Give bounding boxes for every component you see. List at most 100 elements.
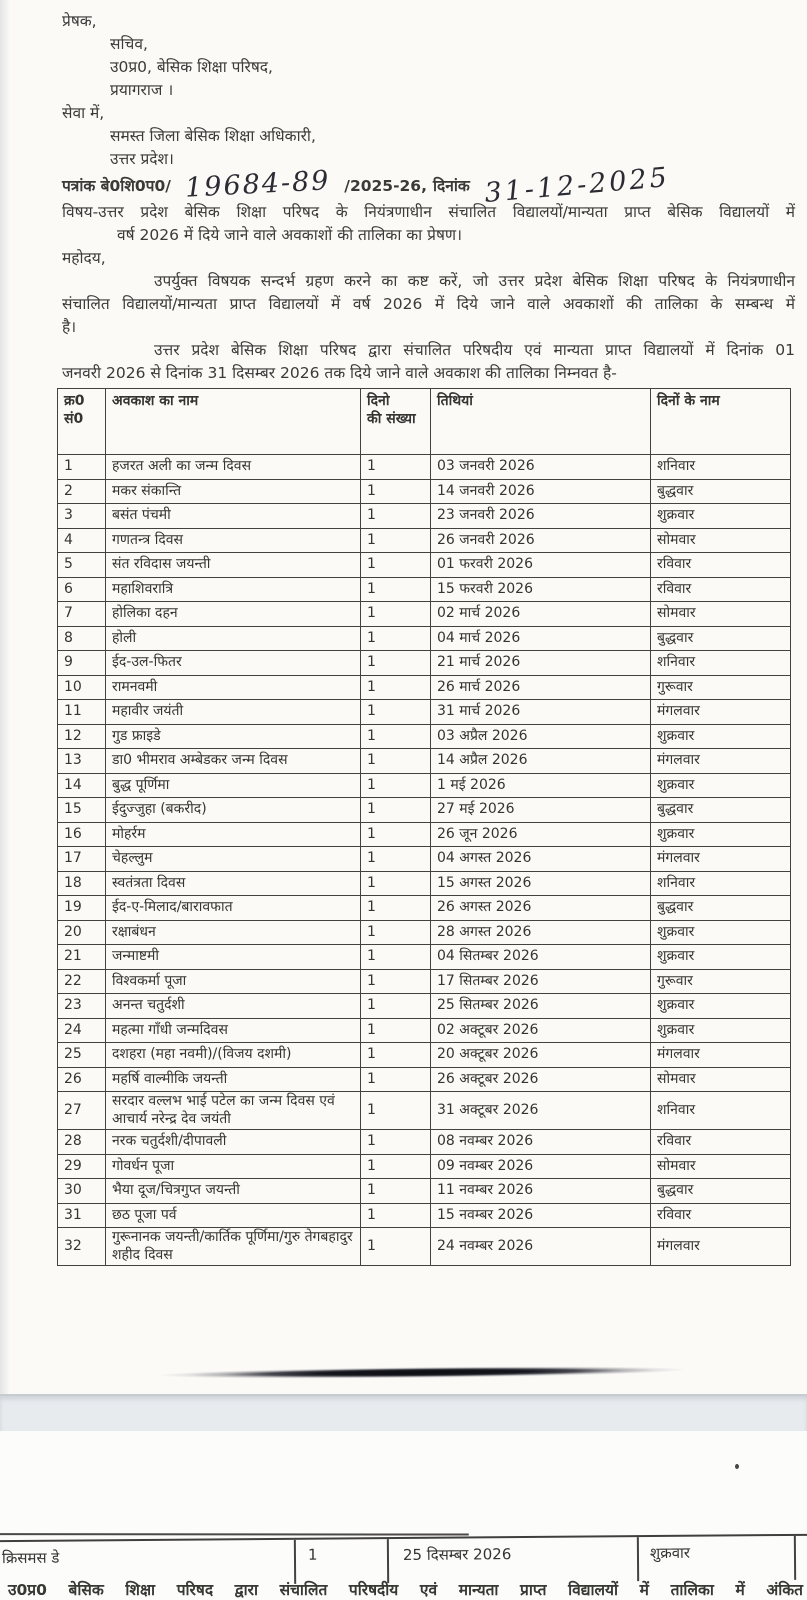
table-row: 8 होली 1 04 मार्च 2026 बुद्धवार xyxy=(57,625,791,651)
cell-date: 09 नवम्बर 2026 xyxy=(430,1153,651,1179)
cell-holiday-name: स्वतंत्रता दिवस xyxy=(105,870,361,896)
cell-date: 25 सितम्बर 2026 xyxy=(430,993,651,1019)
cell-days-count: 1 xyxy=(360,454,431,480)
table-row: 31 छठ पूजा पर्व 1 15 नवम्बर 2026 रविवार xyxy=(57,1202,791,1228)
subject-line-1: विषय-उत्तर प्रदेश बेसिक शिक्षा परिषद के … xyxy=(62,203,795,221)
cell-holiday-name: छठ पूजा पर्व xyxy=(105,1202,361,1228)
cell-holiday-name: महर्षि वाल्मीकि जयन्ती xyxy=(105,1066,361,1092)
cell-serial: 18 xyxy=(57,870,106,896)
cell-days-count: 1 xyxy=(360,1178,431,1204)
cell-day-name: मंगलवार xyxy=(650,1042,791,1068)
cell-day-name: रविवार xyxy=(650,576,791,602)
cell-holiday-name: महत्मा गाँधी जन्मदिवस xyxy=(105,1017,361,1043)
para2-line-1: उत्तर प्रदेश बेसिक शिक्षा परिषद द्वारा स… xyxy=(154,341,795,359)
cell-days-count: 1 xyxy=(360,968,431,994)
cell-day-name: सोमवार xyxy=(650,527,791,553)
cell-holiday-name: रक्षाबंधन xyxy=(105,919,361,945)
cell-day-name: सोमवार xyxy=(650,601,791,627)
ref-middle: /2025-26, xyxy=(344,177,427,195)
cell-holiday-name: महाशिवरात्रि xyxy=(105,576,361,602)
cell-serial: 4 xyxy=(57,527,106,553)
table-row: 16 मोहर्रम 1 26 जून 2026 शुक्रवार xyxy=(57,821,791,847)
column-divider xyxy=(636,1537,639,1582)
cell-serial: 20 xyxy=(57,919,106,945)
cell-serial: 16 xyxy=(57,821,106,847)
cell-day-name: मंगलवार xyxy=(650,748,791,774)
table-row: 21 जन्माष्टमी 1 04 सितम्बर 2026 शुक्रवार xyxy=(57,944,791,970)
cell-serial: 25 xyxy=(57,1042,106,1068)
cell-days-count: 1 xyxy=(360,1066,431,1092)
table-row: 11 महावीर जयंती 1 31 मार्च 2026 मंगलवार xyxy=(57,699,791,725)
table-row: 30 भैया दूज/चित्रगुप्त जयन्ती 1 11 नवम्ब… xyxy=(57,1178,791,1204)
table-row: 19 ईद-ए-मिलाद/बारावफात 1 26 अगस्त 2026 ब… xyxy=(57,895,791,921)
ref-prefix: पत्रांक बे0शि0प0/ xyxy=(62,177,171,195)
table-row: 17 चेहल्लुम 1 04 अगस्त 2026 मंगलवार xyxy=(57,846,791,872)
cell-days-count: 1 xyxy=(360,1042,431,1068)
cell-date: 31 अक्टूबर 2026 xyxy=(430,1091,651,1130)
cell-day-name: रविवार xyxy=(650,552,791,578)
cell-day-name: शुक्रवार xyxy=(649,1543,691,1563)
cell-holiday-name: होलिका दहन xyxy=(105,601,361,627)
cell-day-name: मंगलवार xyxy=(650,699,791,725)
cell-serial: 12 xyxy=(57,723,106,749)
table-row: 32 गुरूनानक जयन्ती/कार्तिक पूर्णिमा/गुरु… xyxy=(57,1227,791,1266)
cell-holiday-name: बुद्ध पूर्णिमा xyxy=(105,772,361,798)
table-row: 27 सरदार वल्लभ भाई पटेल का जन्म दिवस एवं… xyxy=(57,1091,791,1130)
cell-date: 03 अप्रैल 2026 xyxy=(430,723,651,749)
cell-days-count: 1 xyxy=(360,1153,431,1179)
holiday-table: क्र0 सं0 अवकाश का नाम दिनो की संख्या तिथ… xyxy=(57,388,791,1266)
cell-holiday-name: नरक चतुर्दशी/दीपावली xyxy=(105,1129,361,1155)
to-label: सेवा में, xyxy=(62,104,105,122)
cell-date: 23 जनवरी 2026 xyxy=(430,503,651,529)
cell-day-name: शुक्रवार xyxy=(650,1017,791,1043)
cell-date: 26 जनवरी 2026 xyxy=(430,527,651,553)
header-dates: तिथियां xyxy=(430,388,651,455)
cell-day-name: रविवार xyxy=(650,1129,791,1155)
cell-date: 28 अगस्त 2026 xyxy=(430,919,651,945)
sender-line-2: उ0प्र0, बेसिक शिक्षा परिषद, xyxy=(110,58,273,76)
cell-holiday-name: गुरूनानक जयन्ती/कार्तिक पूर्णिमा/गुरु ते… xyxy=(105,1227,361,1266)
cell-days-count: 1 xyxy=(360,821,431,847)
cell-serial: 9 xyxy=(57,650,106,676)
ref-date-label: दिनांक xyxy=(432,177,470,195)
cell-day-name: बुद्धवार xyxy=(650,797,791,823)
table-row: 12 गुड फ्राइडे 1 03 अप्रैल 2026 शुक्रवार xyxy=(57,723,791,749)
cell-date: 24 नवम्बर 2026 xyxy=(430,1227,651,1266)
cell-serial: 22 xyxy=(57,968,106,994)
cell-serial: 14 xyxy=(57,772,106,798)
cell-holiday-name: हजरत अली का जन्म दिवस xyxy=(105,454,361,480)
cell-day-name: बुद्धवार xyxy=(650,478,791,504)
subject-line-2: वर्ष 2026 में दिये जाने वाले अवकाशों की … xyxy=(117,226,462,244)
table-row: 13 डा0 भीमराव अम्बेडकर जन्म दिवस 1 14 अप… xyxy=(57,748,791,774)
table-row: 23 अनन्त चतुर्दशी 1 25 सितम्बर 2026 शुक्… xyxy=(57,993,791,1019)
cell-date: 02 अक्टूबर 2026 xyxy=(430,1017,651,1043)
cell-holiday-name: क्रिसमस डे xyxy=(1,1548,60,1568)
table-row: 2 मकर संकान्ति 1 14 जनवरी 2026 बुद्धवार xyxy=(57,478,791,504)
cell-day-name: शुक्रवार xyxy=(650,993,791,1019)
cell-serial: 15 xyxy=(57,797,106,823)
cell-serial: 21 xyxy=(57,944,106,970)
cell-serial: 28 xyxy=(57,1129,106,1155)
cell-days-count: 1 xyxy=(360,944,431,970)
header-holiday-name: अवकाश का नाम xyxy=(105,388,361,455)
scan-fold-smudge xyxy=(99,1356,746,1388)
cell-holiday-name: ईद-ए-मिलाद/बारावफात xyxy=(105,895,361,921)
cell-serial: 2 xyxy=(57,478,106,504)
cell-serial: 26 xyxy=(57,1066,106,1092)
cell-serial: 27 xyxy=(57,1091,106,1130)
table-row: 1 हजरत अली का जन्म दिवस 1 03 जनवरी 2026 … xyxy=(57,454,791,480)
cell-holiday-name: महावीर जयंती xyxy=(105,699,361,725)
header-serial: क्र0 सं0 xyxy=(57,388,106,455)
table-row: 18 स्वतंत्रता दिवस 1 15 अगस्त 2026 शनिवा… xyxy=(57,870,791,896)
cell-days-count: 1 xyxy=(360,650,431,676)
cell-date: 11 नवम्बर 2026 xyxy=(430,1178,651,1204)
cell-date: 25 दिसम्बर 2026 xyxy=(402,1545,512,1565)
sender-label: प्रेषक, xyxy=(62,12,97,30)
column-divider xyxy=(386,1539,389,1584)
table-row: 6 महाशिवरात्रि 1 15 फरवरी 2026 रविवार xyxy=(57,576,791,602)
cell-date: 15 नवम्बर 2026 xyxy=(430,1202,651,1228)
cell-days-count: 1 xyxy=(360,993,431,1019)
cell-days-count: 1 xyxy=(360,870,431,896)
cell-date: 31 मार्च 2026 xyxy=(430,699,651,725)
cell-serial: 19 xyxy=(57,895,106,921)
